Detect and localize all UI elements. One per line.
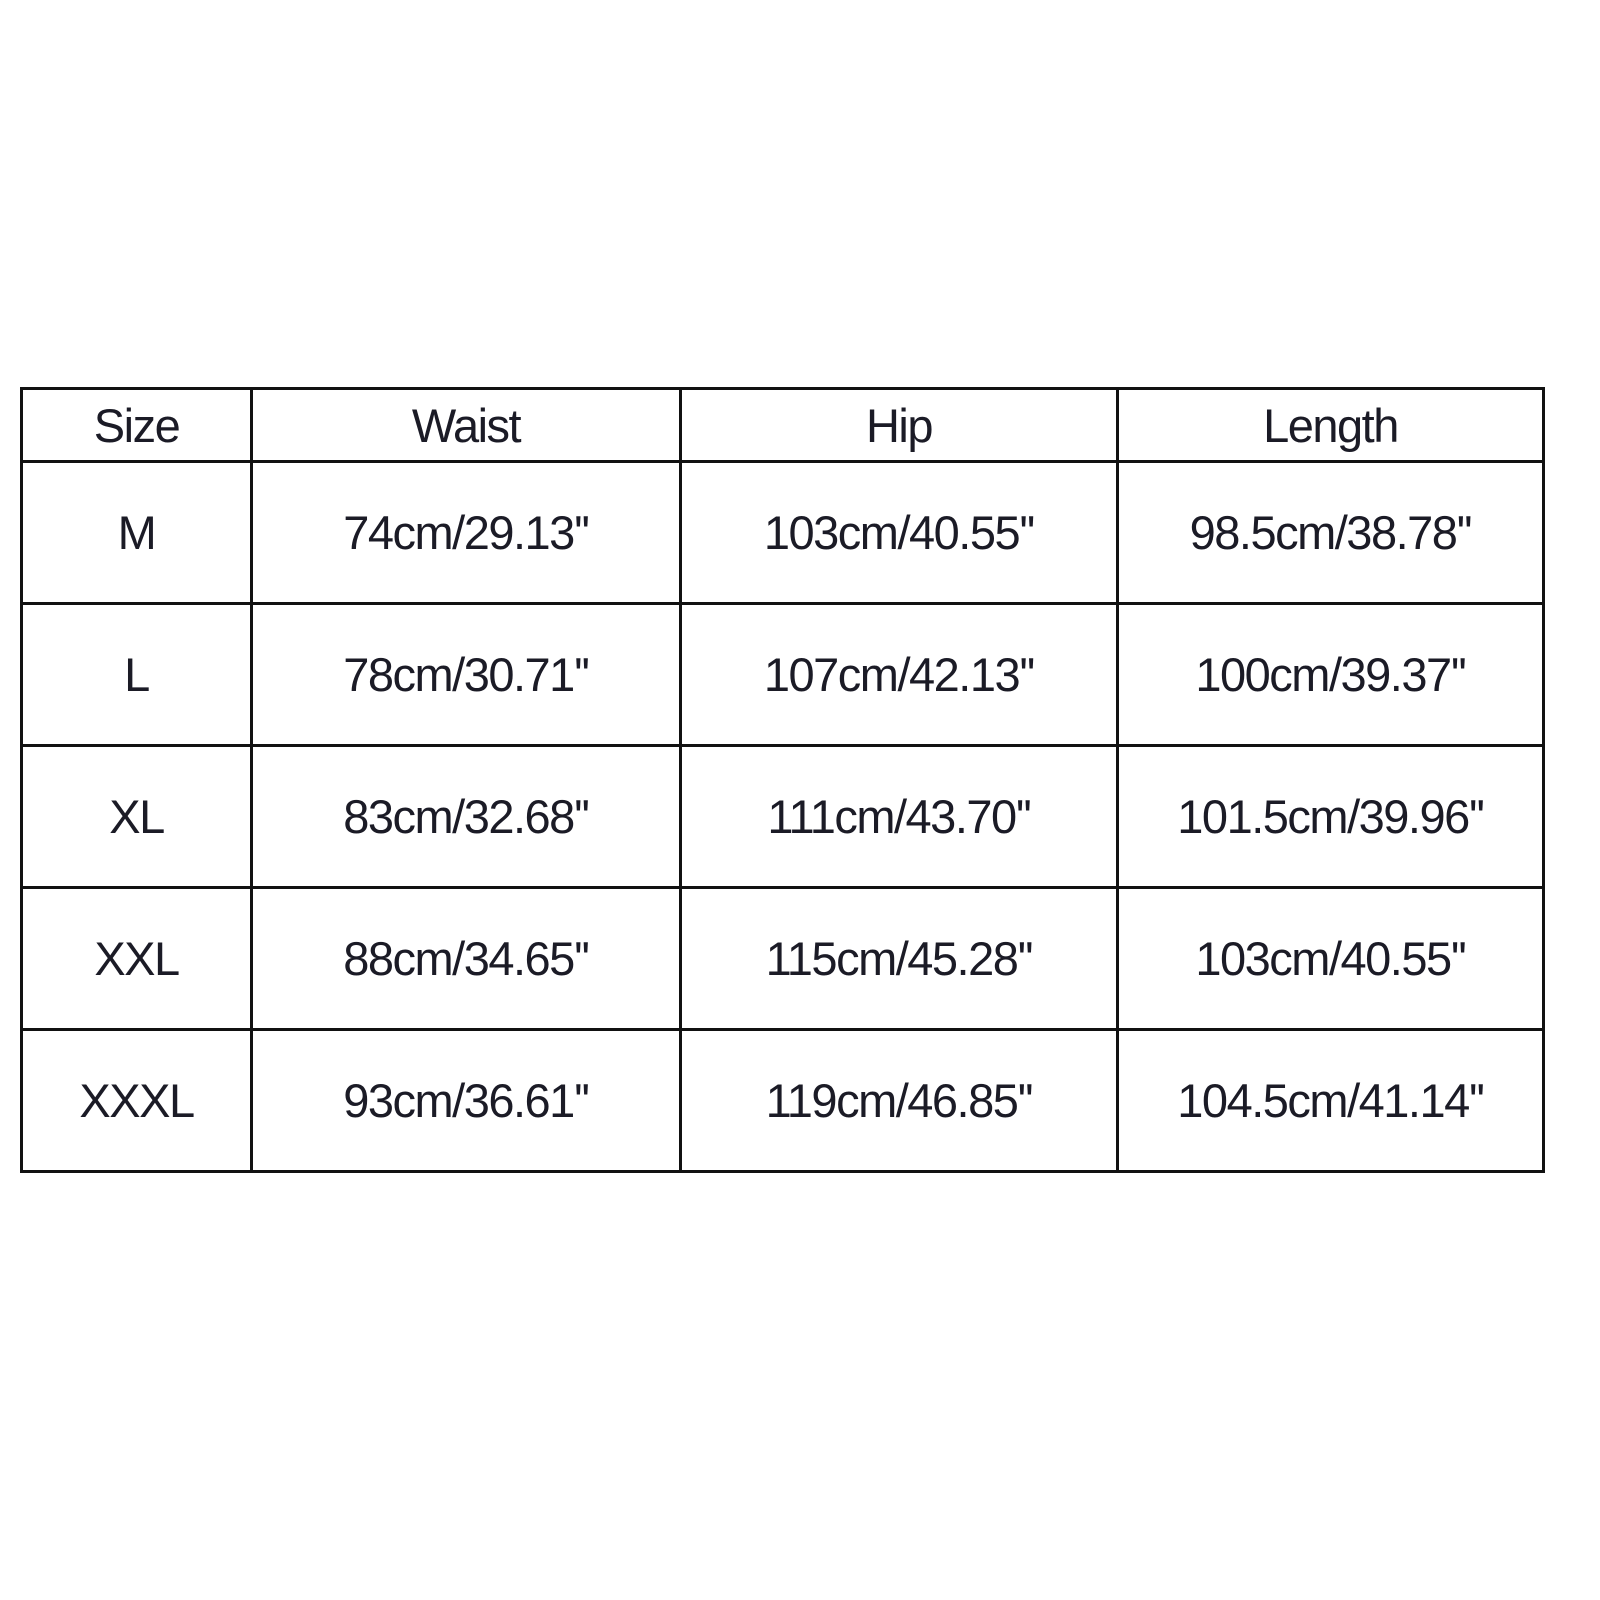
table-row: M 74cm/29.13'' 103cm/40.55'' 98.5cm/38.78'' (20, 460, 1545, 605)
waist-cell: 88cm/34.65'' (250, 886, 682, 1031)
table-row: XXL 88cm/34.65'' 115cm/45.28'' 103cm/40.55'… (20, 886, 1545, 1031)
header-waist: Waist (250, 387, 682, 463)
size-cell: XXXL (20, 1028, 253, 1173)
length-cell: 101.5cm/39.96'' (1116, 744, 1545, 889)
length-cell: 98.5cm/38.78'' (1116, 460, 1545, 605)
header-length: Length (1116, 387, 1545, 463)
table-row: XL 83cm/32.68'' 111cm/43.70'' 101.5cm/39.96… (20, 744, 1545, 889)
waist-cell: 74cm/29.13'' (250, 460, 682, 605)
waist-cell: 83cm/32.68'' (250, 744, 682, 889)
header-size: Size (20, 387, 253, 463)
waist-cell: 93cm/36.61'' (250, 1028, 682, 1173)
hip-cell: 115cm/45.28'' (679, 886, 1119, 1031)
table-row: XXXL 93cm/36.61'' 119cm/46.85'' 104.5cm/41.… (20, 1028, 1545, 1173)
size-cell: XXL (20, 886, 253, 1031)
size-cell: XL (20, 744, 253, 889)
length-cell: 103cm/40.55'' (1116, 886, 1545, 1031)
header-row: Size Waist Hip Length (20, 387, 1545, 463)
table-row: L 78cm/30.71'' 107cm/42.13'' 100cm/39.37'' (20, 602, 1545, 747)
hip-cell: 111cm/43.70'' (679, 744, 1119, 889)
length-cell: 100cm/39.37'' (1116, 602, 1545, 747)
hip-cell: 119cm/46.85'' (679, 1028, 1119, 1173)
hip-cell: 107cm/42.13'' (679, 602, 1119, 747)
hip-cell: 103cm/40.55'' (679, 460, 1119, 605)
waist-cell: 78cm/30.71'' (250, 602, 682, 747)
size-chart-table: Size Waist Hip Length M 74cm/29.13'' 103cm… (20, 387, 1545, 1173)
length-cell: 104.5cm/41.14'' (1116, 1028, 1545, 1173)
header-hip: Hip (679, 387, 1119, 463)
size-cell: L (20, 602, 253, 747)
size-cell: M (20, 460, 253, 605)
